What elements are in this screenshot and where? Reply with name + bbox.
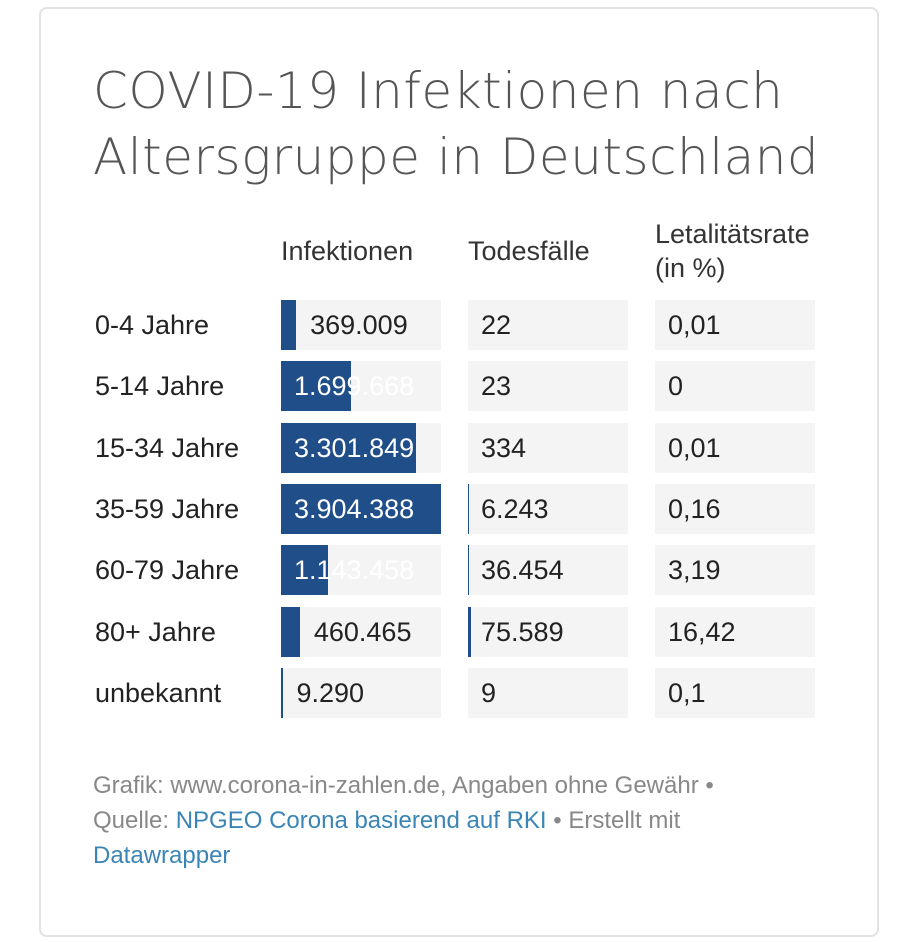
bar-infektionen bbox=[281, 361, 351, 412]
value-todesfaelle: 9 bbox=[481, 677, 497, 708]
cell-infektionen: 1.699.668 bbox=[281, 361, 441, 412]
cell-todesfaelle: 75.589 bbox=[468, 606, 628, 657]
row-label: 60-79 Jahre bbox=[95, 555, 240, 586]
value-letalitaet: 0,01 bbox=[668, 310, 721, 340]
cell-todesfaelle: 6.243 bbox=[468, 483, 628, 534]
value-infektionen: 3.301.849 bbox=[294, 432, 415, 463]
value-infektionen: 369.009 bbox=[310, 310, 408, 340]
bar-infektionen bbox=[281, 545, 328, 596]
value-todesfaelle: 36.454 bbox=[481, 555, 564, 586]
cell-letalitaet: 0 bbox=[655, 361, 815, 412]
bar-infektionen bbox=[281, 606, 300, 657]
chart-card bbox=[39, 7, 879, 937]
cell-letalitaet: 0,01 bbox=[655, 422, 815, 473]
bar-infektionen bbox=[281, 483, 441, 534]
cell-letalitaet: 0,16 bbox=[655, 483, 815, 534]
footer: Grafik: www.corona-in-zahlen.de, Angaben… bbox=[93, 768, 833, 873]
chart-title: COVID-19 Infektionen nach Altersgruppe i… bbox=[93, 62, 820, 186]
cell-infektionen: 460.465 bbox=[281, 606, 441, 657]
cell-todesfaelle: 22 bbox=[468, 300, 628, 350]
value-infektionen: 9.290 bbox=[296, 677, 365, 708]
bar-todesfaelle bbox=[468, 545, 470, 596]
bar-infektionen bbox=[281, 300, 297, 350]
footer-quelle-label: Quelle: bbox=[93, 807, 170, 834]
value-letalitaet: 0,1 bbox=[668, 677, 706, 708]
cell-letalitaet: 0,1 bbox=[655, 667, 815, 718]
bar-todesfaelle bbox=[468, 483, 469, 534]
value-infektionen: 1.699.668 bbox=[294, 371, 415, 402]
cell-infektionen: 3.904.388 bbox=[281, 483, 441, 534]
cell-todesfaelle: 334 bbox=[468, 422, 628, 473]
row-label: 80+ Jahre bbox=[95, 616, 216, 647]
bar-todesfaelle bbox=[468, 606, 472, 657]
header-letalitaet-line1: Letalitätsrate bbox=[655, 219, 810, 249]
value-letalitaet: 0,01 bbox=[668, 432, 721, 463]
cell-letalitaet: 16,42 bbox=[655, 606, 815, 657]
value-letalitaet: 16,42 bbox=[668, 616, 736, 647]
cell-todesfaelle: 36.454 bbox=[468, 545, 628, 596]
value-todesfaelle: 75.589 bbox=[481, 616, 564, 647]
value-todesfaelle: 22 bbox=[481, 310, 512, 340]
datawrapper-link[interactable]: Datawrapper bbox=[93, 842, 231, 869]
bar-infektionen bbox=[281, 667, 283, 718]
cell-infektionen: 9.290 bbox=[281, 667, 441, 718]
source-link[interactable]: NPGEO Corona basierend auf RKI bbox=[175, 807, 547, 834]
cell-letalitaet: 0,01 bbox=[655, 300, 815, 350]
cell-infektionen: 3.301.849 bbox=[281, 422, 441, 473]
header-todesfaelle: Todesfälle bbox=[468, 236, 590, 266]
header-letalitaet: Letalitätsrate (in %) bbox=[655, 217, 830, 285]
value-letalitaet: 3,19 bbox=[668, 555, 721, 586]
value-infektionen: 460.465 bbox=[313, 616, 412, 647]
bar-infektionen bbox=[281, 422, 417, 473]
value-todesfaelle: 6.243 bbox=[481, 493, 549, 524]
cell-infektionen: 1.143.458 bbox=[281, 545, 441, 596]
cell-infektionen: 369.009 bbox=[281, 300, 441, 350]
row-label: 35-59 Jahre bbox=[95, 493, 240, 524]
row-label: unbekannt bbox=[95, 677, 222, 708]
value-todesfaelle: 23 bbox=[481, 371, 512, 402]
footer-grafik: Grafik: www.corona-in-zahlen.de, Angaben… bbox=[93, 772, 714, 799]
cell-todesfaelle: 9 bbox=[468, 667, 628, 718]
header-infektionen: Infektionen bbox=[281, 236, 414, 266]
footer-erstellt: • Erstellt mit bbox=[553, 807, 681, 834]
header-letalitaet-line2: (in %) bbox=[655, 253, 726, 283]
cell-todesfaelle: 23 bbox=[468, 361, 628, 412]
row-label: 15-34 Jahre bbox=[95, 432, 240, 463]
value-infektionen: 1.143.458 bbox=[294, 555, 415, 586]
value-letalitaet: 0,16 bbox=[668, 493, 721, 524]
row-label: 0-4 Jahre bbox=[95, 310, 210, 340]
value-letalitaet: 0 bbox=[668, 371, 684, 402]
value-todesfaelle: 334 bbox=[481, 432, 527, 463]
row-label: 5-14 Jahre bbox=[95, 371, 225, 402]
cell-letalitaet: 3,19 bbox=[655, 545, 815, 596]
value-infektionen: 3.904.388 bbox=[294, 493, 415, 524]
